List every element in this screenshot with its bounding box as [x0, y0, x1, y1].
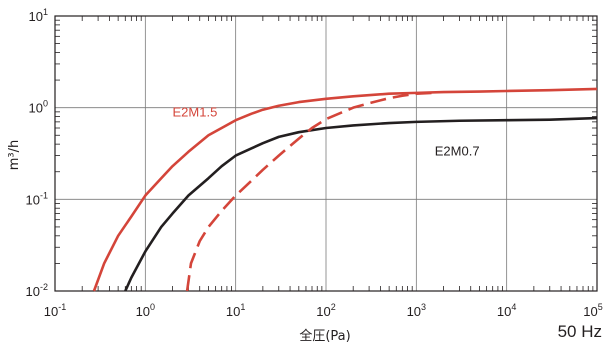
y-tick-label: 10-1: [26, 190, 48, 207]
y-tick-labels: 10-2 10-1 100 101: [26, 7, 48, 299]
x-tick-label: 100: [136, 302, 155, 319]
frequency-note: 50 Hz: [557, 322, 602, 341]
y-axis-label: m³/h: [7, 140, 22, 171]
series-lines: [92, 87, 598, 292]
series-line-e2m0-7: [124, 116, 598, 292]
grid-lines: [54, 15, 598, 292]
y-tick-label: 101: [29, 7, 48, 24]
plot-border: [54, 15, 598, 292]
x-tick-label: 101: [226, 302, 245, 319]
x-tick-label: 102: [316, 302, 335, 319]
x-tick-label: 10-1: [44, 302, 66, 319]
x-tick-label: 105: [583, 302, 602, 319]
x-axis-label: 全圧(Pa): [299, 328, 350, 344]
y-tick-label: 100: [29, 99, 48, 116]
series-label-e2m0-7: E2M0.7: [435, 144, 480, 159]
x-tick-label: 104: [497, 302, 516, 319]
series-label-e2m1-5: E2M1.5: [173, 105, 218, 120]
series-labels: E2M1.5 E2M0.7: [173, 105, 480, 159]
x-tick-labels: 10-1 100 101 102 103 104 105: [44, 302, 603, 319]
series-line-e2m1-5: [92, 87, 598, 292]
x-tick-label: 103: [407, 302, 426, 319]
y-tick-label: 10-2: [26, 282, 48, 299]
plot-frame: [54, 15, 598, 292]
